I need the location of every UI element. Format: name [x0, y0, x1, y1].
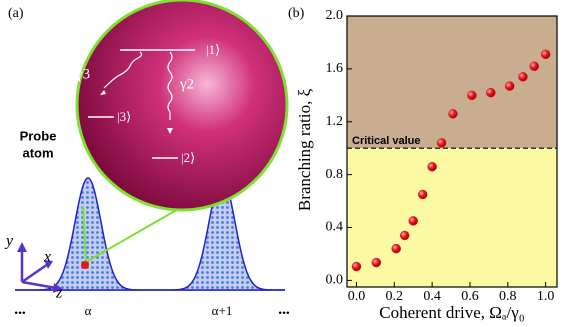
rate-label: γ3 [75, 66, 90, 82]
data-point [504, 81, 515, 91]
data-point [417, 189, 428, 200]
y-tick-label: 0.0 [326, 273, 344, 288]
panel-label: (b) [288, 6, 305, 21]
arrowhead [100, 90, 106, 95]
data-point [486, 87, 496, 98]
state-label: |3⟩ [117, 109, 131, 124]
atom-label: atom [22, 145, 53, 160]
data-point [427, 161, 437, 172]
data-point [351, 261, 362, 272]
zoom-line [82, 205, 87, 263]
x-tick-label: 0.4 [423, 289, 441, 304]
data-point [408, 216, 418, 226]
data-point [467, 90, 477, 101]
decay-arrow [167, 51, 173, 120]
y-tick-label: 0.4 [326, 220, 344, 235]
x-tick-label: 0.8 [499, 289, 517, 304]
y-tick-label: 2.0 [326, 8, 344, 23]
data-point [391, 243, 401, 254]
panel-b: (b) Coherent drive, Ωₐ/γ₀ Branching rati… [288, 6, 558, 322]
data-point [399, 230, 410, 241]
x-tick-label: 0.2 [386, 289, 404, 304]
coord-axes [20, 250, 57, 290]
data-point [518, 72, 528, 82]
rate-label: γ2 [179, 76, 194, 92]
panel-label: (a) [8, 6, 24, 21]
coord-arrowheads [17, 242, 63, 293]
plot-frame [346, 15, 558, 288]
x-tick-label: 1.0 [537, 289, 555, 304]
probe-atom [81, 261, 89, 269]
state-label: |1⟩ [206, 42, 220, 57]
annotation: Critical value [352, 135, 420, 147]
x-tick-label: 0.6 [461, 289, 479, 304]
data-point [436, 138, 447, 148]
y-tick-label: 1.6 [326, 61, 344, 76]
y-tick-label: 1.2 [326, 114, 344, 129]
site-label: α+1 [212, 303, 233, 318]
atom-sphere [75, 0, 289, 212]
decay-arrow [103, 51, 143, 89]
data-point [529, 61, 540, 71]
zoom-line [85, 207, 181, 263]
axis-letter: z [55, 285, 63, 302]
x-axis-label: Coherent drive, Ωₐ/γ₀ [379, 303, 525, 322]
region-below [347, 148, 557, 287]
x-tick-label: 0.0 [348, 289, 366, 304]
region-above [347, 16, 557, 149]
atom-label: Probe [20, 128, 57, 143]
state-label: |2⟩ [181, 150, 195, 165]
ellipsis: ••• [14, 308, 26, 320]
data-point [448, 109, 458, 119]
data-point [540, 49, 551, 60]
ellipsis: ••• [278, 308, 290, 320]
axis-letter: x [43, 249, 51, 266]
panel-a: |1⟩ |2⟩ |3⟩ γ3 γ2 (a) Probe atom y x z α… [4, 0, 290, 320]
data-point [371, 257, 382, 268]
site-label: α [85, 303, 92, 318]
axis-letter: y [4, 233, 14, 250]
arrowhead [167, 128, 173, 134]
y-tick-label: 0.8 [326, 167, 344, 182]
y-axis-label: Branching ratio, ξ [295, 88, 314, 211]
